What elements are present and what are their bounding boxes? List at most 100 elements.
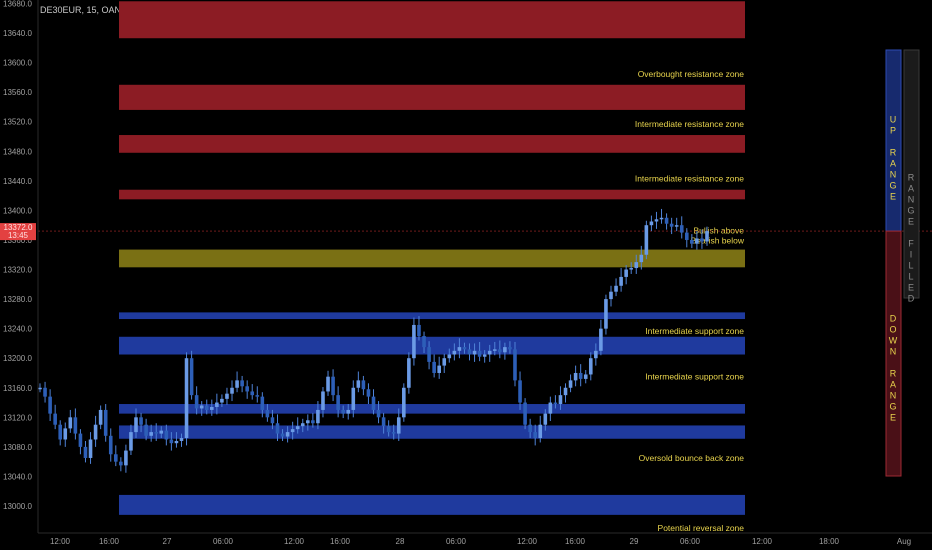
candle-body	[386, 426, 391, 433]
down-range-label: N	[890, 347, 898, 357]
y-tick-label: 13080.0	[3, 443, 32, 452]
zone-band	[119, 404, 745, 414]
candle-body	[568, 380, 573, 388]
y-tick-label: 13000.0	[3, 502, 32, 511]
candle-body	[447, 354, 452, 359]
up-range-label: U	[890, 115, 898, 125]
candle-body	[528, 424, 532, 433]
x-tick-label: 18:00	[819, 537, 840, 546]
candle-body	[285, 432, 290, 437]
candle-body	[68, 417, 73, 429]
candle-body	[563, 387, 568, 396]
up-range-panel	[885, 49, 902, 232]
zone-band	[119, 84, 745, 110]
candle-body	[316, 409, 320, 424]
candle-body	[477, 350, 482, 357]
zone-band	[119, 425, 745, 439]
candle-body	[189, 358, 194, 396]
range-filled-label: N	[908, 195, 916, 205]
down-range-label: N	[890, 391, 898, 401]
up-range-label: E	[890, 192, 897, 202]
candle-body	[371, 396, 376, 410]
y-tick-label: 13240.0	[3, 325, 32, 334]
candle-body	[629, 268, 634, 270]
candle-body	[402, 387, 406, 418]
y-tick-label: 13280.0	[3, 295, 32, 304]
zone-label: Overbought resistance zone	[638, 69, 745, 79]
candle-body	[634, 262, 639, 269]
candle-body	[78, 433, 83, 447]
down-range-label: W	[889, 336, 899, 346]
candle-body	[275, 423, 280, 434]
y-tick-label: 13400.0	[3, 206, 32, 215]
range-filled-label: A	[908, 184, 915, 194]
up-range-label: P	[890, 126, 897, 136]
candle-body	[204, 405, 209, 410]
x-tick-label: 06:00	[213, 537, 234, 546]
y-tick-label: 13640.0	[3, 29, 32, 38]
range-filled-label: G	[907, 206, 915, 216]
candle-body	[119, 461, 123, 466]
candle-body	[255, 395, 260, 397]
candle-body	[194, 395, 199, 409]
candle-body	[129, 432, 133, 451]
candle-body	[220, 398, 224, 403]
candle-body	[139, 417, 143, 425]
x-tick-label: 27	[163, 537, 172, 546]
candle-body	[684, 232, 689, 240]
candle-body	[417, 324, 421, 337]
current-price-value: 13372.0	[4, 223, 33, 232]
y-tick-label: 13320.0	[3, 266, 32, 275]
x-tick-label: 28	[396, 537, 405, 546]
candle-body	[326, 376, 330, 392]
candle-body	[649, 221, 654, 226]
candle-body	[690, 239, 694, 244]
candle-body	[381, 417, 386, 427]
up-range-label: N	[890, 170, 898, 180]
candle-body	[609, 291, 613, 300]
zone-label: Intermediate support zone	[645, 326, 744, 336]
candle-body	[83, 446, 88, 458]
candle-body	[270, 417, 275, 424]
candle-body	[361, 380, 366, 390]
candle-body	[669, 223, 674, 227]
candle-body	[174, 440, 179, 444]
candle-body	[38, 387, 42, 390]
zone-band	[119, 1, 745, 39]
y-tick-label: 13480.0	[3, 147, 32, 156]
candle-body	[225, 393, 229, 399]
candle-body	[311, 420, 315, 424]
candle-body	[210, 406, 214, 410]
candle-body	[43, 387, 47, 397]
y-tick-label: 13360.0	[3, 236, 32, 245]
current-price-countdown: 13:45	[8, 231, 29, 240]
symbol-label: DE30EUR, 15, OANDA	[40, 5, 134, 15]
candle-body	[58, 424, 63, 440]
candle-body	[583, 374, 588, 379]
candle-body	[396, 417, 401, 434]
candle-body	[619, 276, 623, 286]
candle-body	[573, 372, 578, 381]
range-filled-panel	[903, 49, 920, 299]
down-range-label: G	[889, 402, 897, 412]
candle-body	[280, 433, 285, 437]
candle-body	[48, 396, 52, 414]
y-tick-label: 13440.0	[3, 177, 32, 186]
candle-body	[306, 420, 310, 424]
candle-body	[356, 380, 361, 388]
candle-body	[149, 432, 153, 436]
candle-body	[432, 361, 436, 373]
candle-body	[260, 396, 265, 410]
candle-body	[103, 409, 108, 436]
candle-body	[437, 365, 441, 373]
candle-body	[442, 358, 447, 366]
candle-body	[594, 350, 598, 359]
candle-body	[376, 409, 381, 418]
candle-body	[578, 372, 583, 379]
candle-body	[553, 402, 558, 405]
candle-body	[523, 402, 527, 425]
candle-body	[599, 328, 603, 351]
zone-band	[119, 189, 745, 200]
range-filled-label: F	[908, 239, 915, 249]
